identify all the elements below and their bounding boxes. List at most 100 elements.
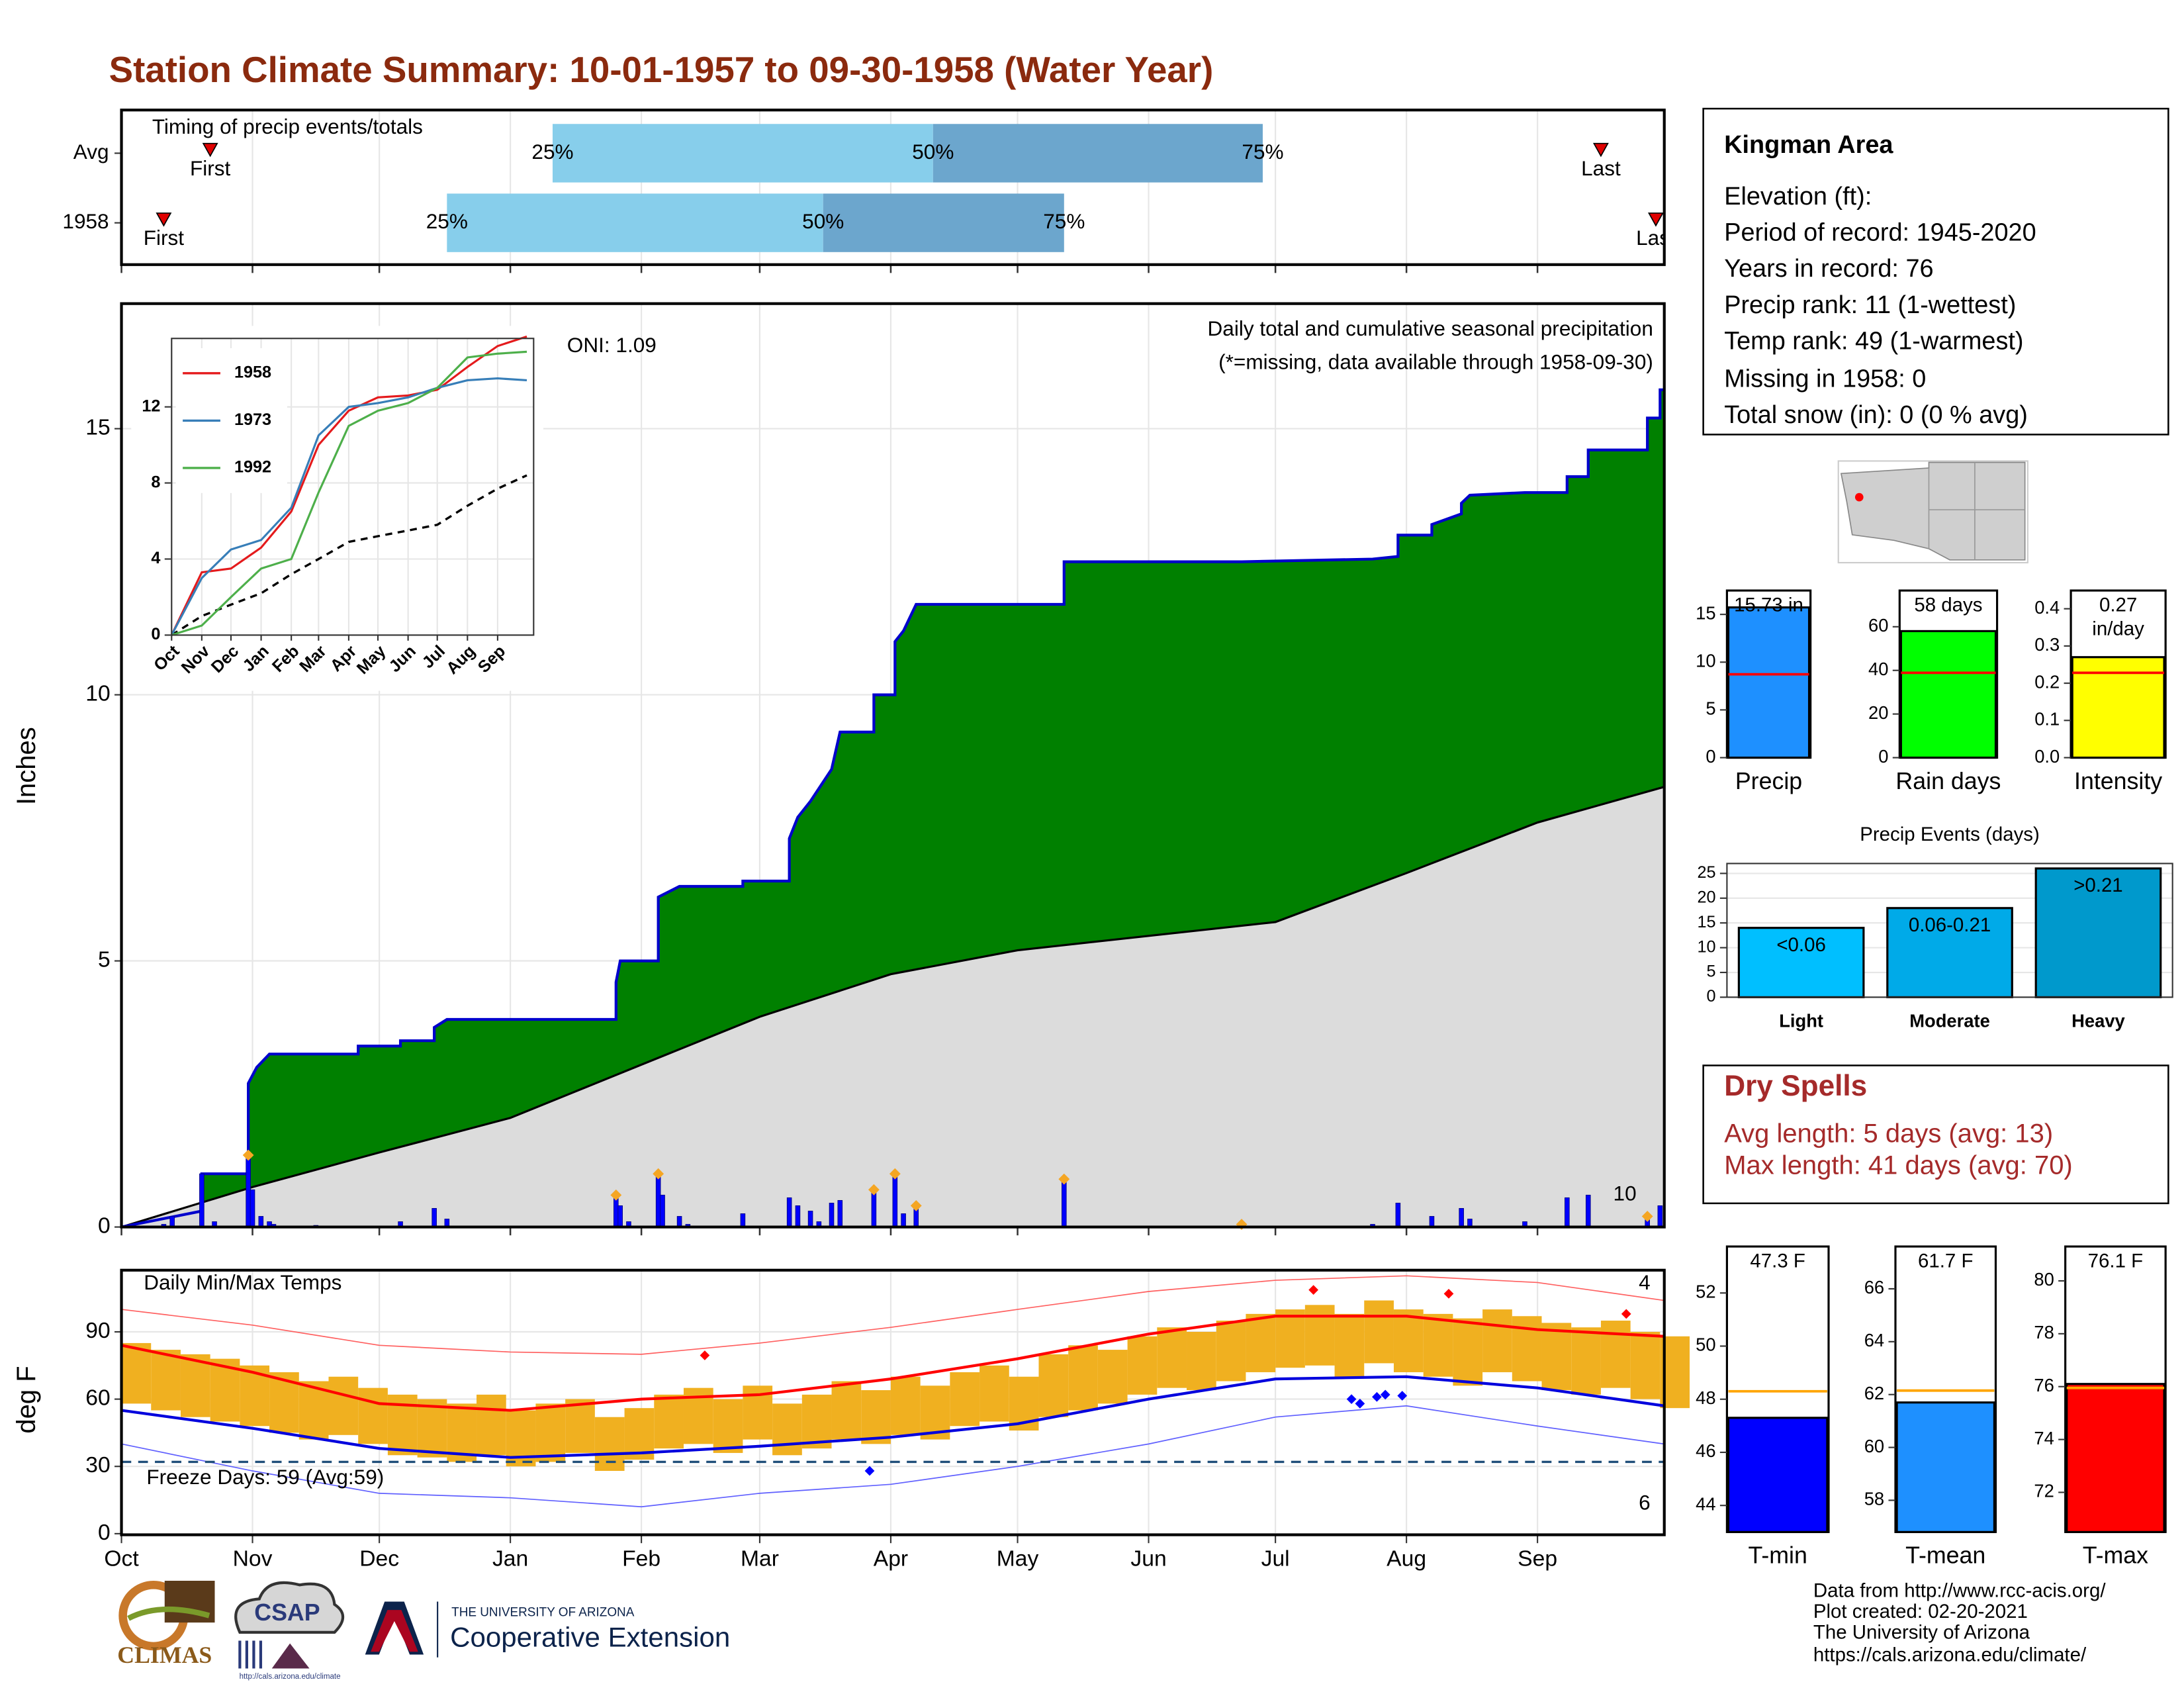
temp-range-bar	[477, 1394, 506, 1456]
y-tick-label: 60	[1868, 615, 1888, 635]
footer-line: Plot created: 02-20-2021	[1813, 1601, 2028, 1622]
plot-frame	[120, 1268, 1666, 1536]
quartile-label: 25%	[531, 140, 573, 164]
event-label: Last	[1581, 156, 1621, 180]
plot-frame	[171, 338, 535, 636]
ua-logo: THE UNIVERSITY OF ARIZONA Cooperative Ex…	[365, 1601, 730, 1658]
daily-bar	[892, 1176, 898, 1228]
x-tick-label: Jan	[492, 1546, 528, 1571]
y-tick-label: 0	[1707, 987, 1716, 1006]
category-label: Precip	[1735, 768, 1802, 794]
record-line	[121, 1275, 1664, 1355]
series-line	[170, 335, 527, 636]
temp-range-bar	[1334, 1313, 1365, 1377]
value-label-box: 61.7 F	[1918, 1249, 1974, 1272]
y-axis-label: Inches	[12, 727, 41, 805]
average-line	[171, 474, 527, 636]
value-label: 47.3 F	[1750, 1249, 1805, 1272]
oni-label: ONI: 1.09	[567, 333, 657, 357]
value-label-box: 76.1 F	[2088, 1249, 2144, 1272]
plot-frame	[120, 109, 1666, 266]
quartile-label: 25%	[426, 209, 468, 233]
logo-shape	[371, 1610, 418, 1652]
value-label-box: 58 days	[1914, 593, 1982, 616]
station-dot	[1854, 492, 1864, 502]
temp-range-bar	[1246, 1313, 1276, 1372]
info-line: Missing in 1958: 0	[1724, 365, 1926, 393]
logo-shape	[127, 1606, 210, 1621]
category-label: T-mean	[1905, 1542, 1985, 1569]
series-line	[170, 377, 527, 636]
temp-range-bar	[1423, 1313, 1453, 1377]
y-tick-label: 72	[2034, 1481, 2054, 1501]
bar-label: >0.21	[2073, 874, 2123, 896]
logo-shape	[271, 1643, 310, 1669]
page-title: Station Climate Summary: 10-01-1957 to 0…	[109, 49, 1214, 90]
chart-subtitle: Daily Min/Max Temps	[144, 1270, 341, 1294]
daily-bar	[1062, 1178, 1067, 1228]
bar	[1886, 907, 2013, 999]
y-tick-label: 90	[85, 1319, 110, 1343]
logo-text: Cooperative Extension	[450, 1621, 730, 1652]
temp-range-bar	[1630, 1331, 1661, 1399]
temp-range-bar	[565, 1399, 595, 1453]
y-tick-label: 0	[1878, 746, 1888, 767]
quartile-bar	[823, 193, 1064, 252]
bar	[2034, 867, 2162, 999]
average-line	[121, 786, 1665, 1229]
daily-bar	[829, 1202, 835, 1228]
temp-range-bar	[1068, 1345, 1098, 1411]
record-marker	[1372, 1391, 1382, 1402]
daily-bar	[837, 1199, 843, 1228]
info-box	[1702, 107, 2169, 436]
x-tick-label: Sep	[1518, 1546, 1557, 1571]
row-label: Avg	[73, 140, 109, 164]
legend-label: 1958	[234, 363, 271, 382]
x-tick-label: Feb	[622, 1546, 660, 1571]
summary-bar	[1895, 1401, 1995, 1533]
y-tick-label: 52	[1696, 1281, 1715, 1301]
temp-range-bar	[713, 1399, 743, 1453]
logo-shape	[238, 1640, 263, 1669]
temp-range-bar	[1038, 1354, 1069, 1417]
info-line: Total snow (in): 0 (0 % avg)	[1724, 401, 2028, 429]
daily-bar	[901, 1213, 906, 1228]
temp-range-bar	[979, 1365, 1009, 1422]
normal-line	[121, 1375, 1665, 1459]
y-tick-label: 5	[1706, 698, 1715, 719]
y-tick-label: 0.0	[2034, 746, 2060, 767]
bar-label: 0.06-0.21	[1909, 914, 1991, 936]
locator-map	[1837, 460, 2028, 564]
info-line: Temp rank: 49 (1-warmest)	[1724, 328, 2023, 355]
temp-range-bar	[831, 1381, 862, 1440]
summary-bar	[1727, 1417, 1829, 1533]
y-tick-label: 15	[1697, 913, 1715, 931]
y-tick-label: 64	[1864, 1330, 1884, 1350]
record-marker	[1443, 1289, 1454, 1299]
y-tick-label: 4	[151, 549, 160, 567]
temp-range-bar	[801, 1394, 832, 1449]
x-tick-label: Oct	[104, 1546, 139, 1571]
y-tick-label: 10	[1697, 937, 1715, 956]
y-tick-label: 8	[151, 473, 160, 491]
daily-bar	[617, 1205, 623, 1228]
daily-bar	[795, 1205, 801, 1228]
temp-range-bar	[1157, 1327, 1187, 1388]
temp-range-bar	[890, 1376, 921, 1435]
daily-bar	[169, 1216, 175, 1228]
event-marker	[202, 142, 218, 158]
info-title: Kingman Area	[1724, 131, 1893, 159]
y-tick-label: 58	[1864, 1489, 1884, 1509]
info-line: Precip rank: 11 (1-wettest)	[1724, 291, 2016, 319]
map-borders	[1928, 462, 2025, 560]
x-tick-label: Jul	[1261, 1546, 1290, 1571]
high-marker	[610, 1189, 622, 1201]
y-tick-label: 74	[2034, 1428, 2054, 1448]
timing-subtitle: Timing of precip events/totals	[152, 115, 423, 138]
daily-bar	[258, 1216, 264, 1228]
temp-range-bar	[1097, 1350, 1128, 1404]
normal-line	[121, 1315, 1664, 1412]
daily-bar	[1459, 1208, 1464, 1228]
